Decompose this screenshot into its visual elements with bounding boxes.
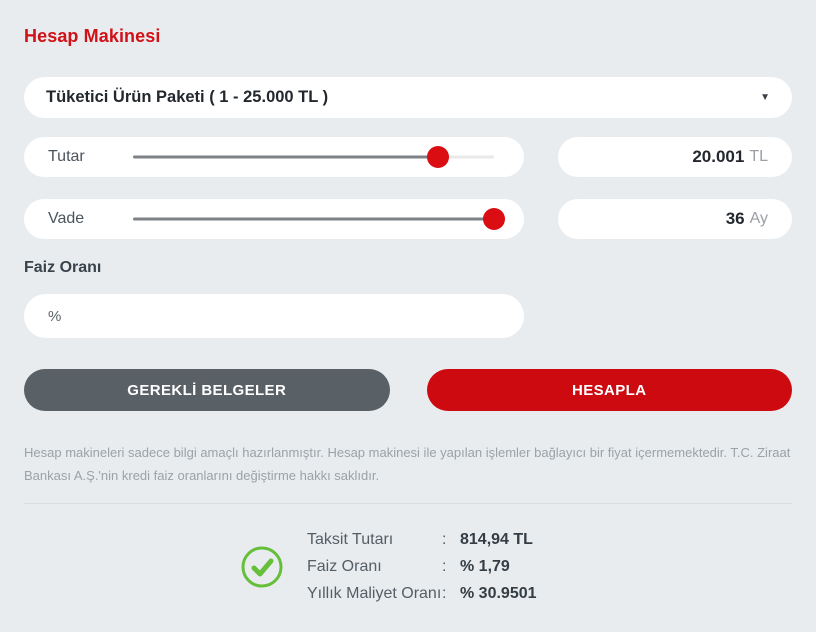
term-value-field[interactable]: 36 Ay	[558, 199, 792, 239]
result-separator: :	[442, 585, 447, 603]
amount-value: 20.001	[692, 147, 745, 166]
term-unit: Ay	[749, 210, 768, 227]
required-documents-button[interactable]: GEREKLİ BELGELER	[24, 369, 390, 411]
amount-slider-pill: Tutar	[24, 137, 524, 177]
term-slider-pill: Vade	[24, 199, 524, 239]
results-section: Taksit Tutarı : 814,94 TL Faiz Oranı : %…	[241, 531, 792, 603]
result-separator: :	[442, 558, 447, 576]
result-label: Faiz Oranı	[307, 558, 382, 576]
result-label: Taksit Tutarı	[307, 531, 394, 549]
term-slider-fill	[133, 217, 494, 221]
term-row: Vade 36 Ay	[24, 199, 792, 239]
amount-value-field[interactable]: 20.001 TL	[558, 137, 792, 177]
page-title: Hesap Makinesi	[24, 26, 161, 46]
amount-row: Tutar 20.001 TL	[24, 137, 792, 177]
interest-rate-input[interactable]	[24, 294, 524, 338]
result-value: 814,94 TL	[460, 531, 533, 549]
result-separator: :	[442, 531, 447, 549]
chevron-down-icon: ▼	[760, 91, 770, 103]
term-label: Vade	[48, 210, 85, 227]
product-select[interactable]: Tüketici Ürün Paketi ( 1 - 25.000 TL ) ▼	[24, 77, 792, 118]
amount-label: Tutar	[48, 148, 85, 165]
calculator-panel: Hesap Makinesi Tüketici Ürün Paketi ( 1 …	[24, 26, 792, 603]
amount-slider-handle[interactable]	[427, 146, 450, 168]
calculate-button[interactable]: HESAPLA	[426, 369, 792, 411]
term-slider[interactable]	[133, 208, 505, 230]
interest-rate-label: Faiz Oranı	[24, 259, 102, 276]
success-check-icon	[241, 546, 283, 588]
results-table: Taksit Tutarı : 814,94 TL Faiz Oranı : %…	[307, 531, 537, 603]
result-value: % 1,79	[460, 558, 510, 576]
term-value: 36	[725, 209, 745, 228]
term-slider-handle[interactable]	[483, 208, 505, 230]
amount-unit: TL	[749, 148, 768, 165]
action-buttons: GEREKLİ BELGELER HESAPLA	[24, 369, 792, 411]
amount-slider-fill	[133, 155, 439, 159]
product-select-value: Tüketici Ürün Paketi ( 1 - 25.000 TL )	[46, 88, 329, 106]
divider	[24, 503, 792, 505]
amount-slider[interactable]	[133, 146, 494, 168]
result-label: Yıllık Maliyet Oranı	[307, 585, 442, 603]
result-value: % 30.9501	[460, 585, 537, 603]
disclaimer-text: Hesap makineleri sadece bilgi amaçlı haz…	[24, 445, 791, 484]
